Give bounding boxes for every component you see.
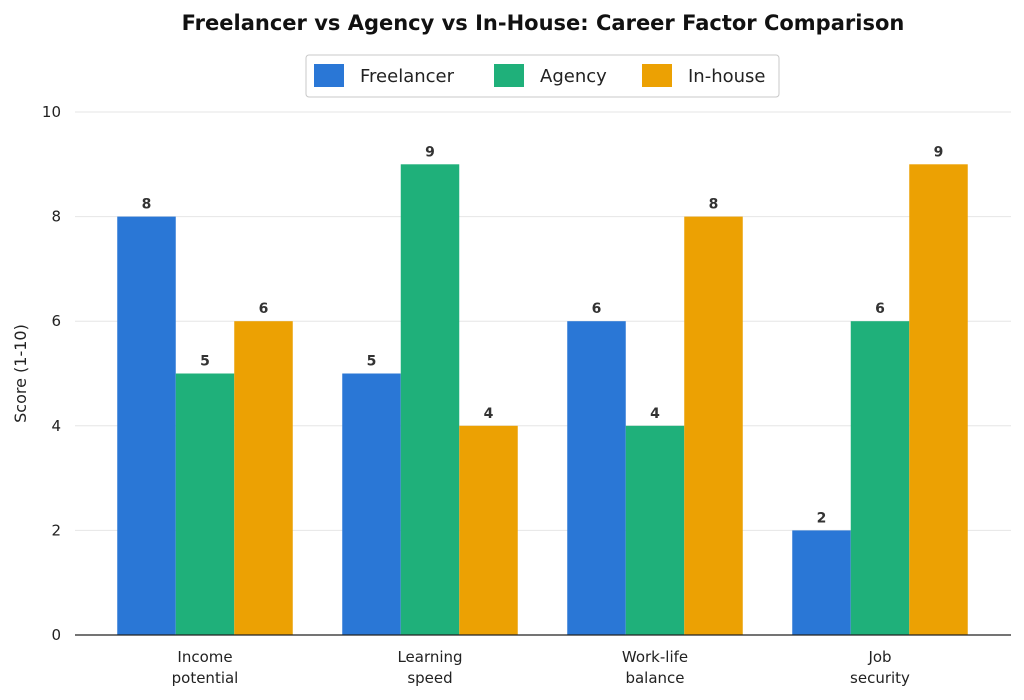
x-tick-label: Income	[177, 648, 232, 666]
bar-in-house-0	[234, 321, 293, 635]
y-tick-label: 6	[51, 312, 61, 330]
x-tick-label: security	[850, 669, 910, 687]
bar-value-label: 9	[425, 144, 435, 160]
x-tick-label: Work-life	[622, 648, 688, 666]
x-tick-label: potential	[172, 669, 239, 687]
bar-freelancer-3	[792, 530, 851, 635]
legend-swatch-in-house	[642, 64, 672, 87]
bar-value-label: 6	[259, 301, 269, 317]
legend-label: Freelancer	[360, 66, 455, 87]
bar-value-label: 6	[875, 301, 885, 317]
legend-label: In-house	[688, 66, 766, 87]
bar-value-label: 8	[142, 197, 152, 213]
legend-items: Freelancer Agency In-house	[314, 64, 766, 87]
legend-swatch-agency	[494, 64, 524, 87]
bar-in-house-1	[459, 425, 518, 635]
bar-value-label: 5	[367, 354, 377, 370]
y-tick-label: 10	[42, 103, 61, 121]
y-tick-label: 0	[51, 626, 61, 644]
chart-title: Freelancer vs Agency vs In-House: Career…	[182, 11, 905, 35]
x-axis-ticks: Income potential Learning speed Work-life bal…	[172, 648, 910, 687]
bar-agency-3	[850, 321, 910, 635]
bar-labels: 8 5 6 5 9 4 6 4 8 2 6 9	[142, 144, 944, 526]
bar-agency-2	[625, 425, 685, 635]
x-tick-label: speed	[407, 669, 452, 687]
bar-freelancer-0	[117, 216, 176, 635]
bars	[117, 164, 968, 636]
y-axis-ticks: 0 2 4 6 8 10	[42, 103, 61, 644]
bar-value-label: 5	[200, 354, 210, 370]
x-tick-label: balance	[625, 669, 684, 687]
x-tick-label: Job	[867, 648, 891, 666]
bar-value-label: 2	[817, 510, 827, 526]
bar-agency-1	[400, 164, 460, 636]
bar-value-label: 9	[934, 144, 944, 160]
bar-value-label: 4	[484, 406, 494, 422]
legend: Freelancer Agency In-house	[305, 54, 780, 98]
bar-freelancer-2	[567, 321, 626, 635]
bar-value-label: 6	[592, 301, 602, 317]
legend-label: Agency	[540, 66, 607, 87]
bar-value-label: 4	[650, 406, 660, 422]
bar-value-label: 8	[709, 197, 719, 213]
legend-swatch-freelancer	[314, 64, 344, 87]
y-tick-label: 8	[51, 208, 61, 226]
y-tick-label: 2	[51, 521, 61, 539]
x-tick-label: Learning	[397, 648, 462, 666]
bar-freelancer-1	[342, 373, 401, 635]
bar-in-house-2	[684, 216, 743, 635]
y-axis-label: Score (1-10)	[11, 324, 30, 423]
bar-agency-0	[175, 373, 235, 635]
bar-in-house-3	[909, 164, 968, 636]
y-tick-label: 4	[51, 417, 61, 435]
